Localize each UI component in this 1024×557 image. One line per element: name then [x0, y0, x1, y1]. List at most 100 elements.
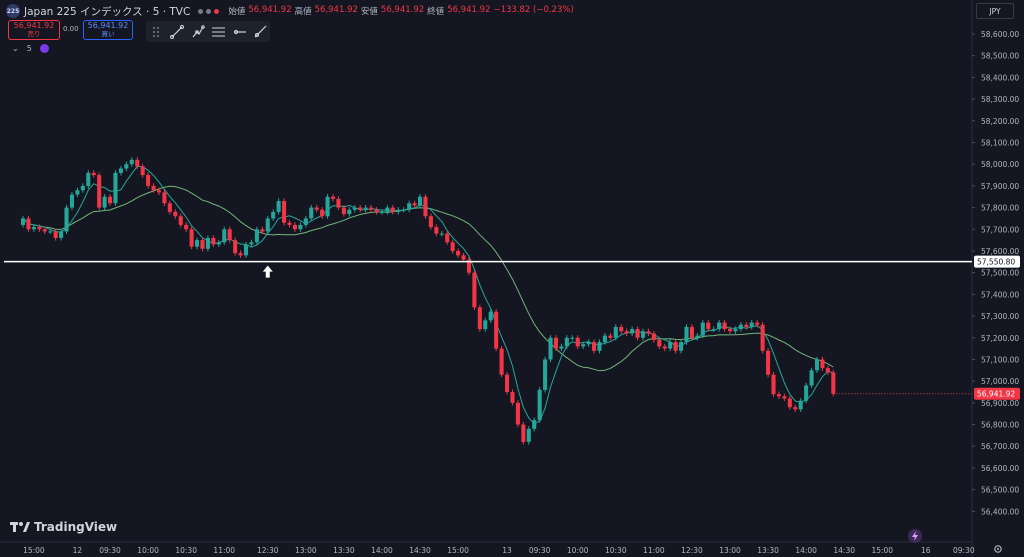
y-tick-label: 56,700.00	[981, 442, 1019, 451]
x-tick-label: 10:00	[567, 546, 589, 555]
candle-body	[749, 322, 754, 327]
y-tick-label: 57,000.00	[981, 377, 1019, 386]
candle-body	[86, 172, 91, 186]
candle-body	[80, 185, 85, 191]
candle-body	[461, 255, 466, 260]
y-tick-label: 56,900.00	[981, 399, 1019, 408]
candle-body	[167, 203, 172, 212]
horizontal-line-label: 57,550.80	[977, 258, 1015, 267]
path-icon[interactable]	[191, 24, 205, 39]
candle-body	[760, 324, 765, 351]
candle-body	[243, 244, 249, 256]
ohlc-high-label: 高値	[294, 7, 312, 17]
y-tick-label: 57,500.00	[981, 269, 1019, 278]
x-tick-label: 14:30	[833, 546, 855, 555]
x-tick-label: 09:30	[99, 546, 121, 555]
candle-body	[787, 398, 792, 408]
parallel-lines-icon[interactable]	[211, 25, 226, 39]
candle-body	[69, 194, 75, 208]
ohlc-high-value: 56,941.92	[314, 5, 358, 15]
candle-body	[776, 394, 781, 397]
candle-body	[597, 342, 602, 351]
indicator-legend: ⌄ 5	[12, 44, 49, 53]
x-tick-label: 15:00	[447, 546, 469, 555]
y-tick-label: 58,200.00	[981, 117, 1019, 126]
candle-body	[271, 211, 276, 219]
candle-body	[613, 326, 618, 338]
candle-body	[320, 209, 325, 217]
candle-body	[825, 368, 830, 373]
drag-handle-icon[interactable]	[149, 25, 163, 39]
candle-body	[347, 209, 352, 215]
y-tick-label: 57,600.00	[981, 247, 1019, 256]
candle-body	[630, 329, 635, 334]
tradingview-logo-icon	[10, 522, 30, 532]
ma-slow-line	[22, 185, 834, 372]
candle-body	[521, 424, 526, 442]
candle-body	[684, 326, 689, 343]
candle-body	[586, 342, 591, 345]
indicator-label: 5	[26, 44, 32, 53]
trend-line-icon[interactable]	[169, 24, 184, 39]
candle-body	[195, 240, 200, 247]
candle-body	[804, 385, 809, 401]
y-tick-label: 57,200.00	[981, 334, 1019, 343]
y-tick-label: 56,400.00	[981, 507, 1019, 516]
candle-body	[151, 185, 156, 191]
ohlc-open-value: 56,941.92	[248, 5, 292, 15]
gear-icon[interactable]	[993, 544, 1003, 554]
candle-body	[657, 339, 662, 347]
horizontal-ray-icon[interactable]	[232, 25, 246, 39]
candle-body	[124, 164, 129, 169]
x-tick-label: 09:30	[953, 546, 975, 555]
candle-body	[766, 350, 771, 375]
sell-button[interactable]: 56,941.92 売り	[8, 20, 60, 40]
candle-body	[407, 203, 412, 210]
candle-body	[233, 240, 238, 254]
candle-body	[532, 420, 537, 429]
candle-body	[662, 346, 667, 349]
y-tick-label: 58,400.00	[981, 73, 1019, 82]
candle-body	[369, 207, 374, 210]
candle-body	[341, 207, 346, 215]
candle-body	[477, 307, 482, 330]
symbol-title[interactable]: Japan 225 インデックス · 5 · TVC	[24, 5, 191, 18]
price-axis	[972, 0, 1024, 557]
candle-body	[91, 172, 96, 176]
candle-body	[292, 224, 297, 230]
x-tick-label: 14:00	[371, 546, 393, 555]
candle-body	[396, 209, 401, 212]
candle-body	[146, 175, 151, 186]
y-tick-label: 57,400.00	[981, 290, 1019, 299]
candle-body	[428, 216, 433, 228]
candle-body	[379, 211, 384, 213]
indicator-settings-icon[interactable]	[39, 44, 49, 53]
candle-body	[205, 237, 210, 249]
currency-selector[interactable]: JPY	[976, 3, 1014, 19]
collapse-chevron-icon[interactable]: ⌄	[12, 44, 19, 53]
lightning-icon[interactable]	[908, 529, 922, 543]
buy-button[interactable]: 56,941.92 買い	[83, 20, 133, 40]
candle-body	[559, 346, 564, 349]
x-tick-label: 13:30	[333, 546, 355, 555]
y-tick-label: 58,100.00	[981, 138, 1019, 147]
y-tick-label: 56,800.00	[981, 421, 1019, 430]
sell-label: 売り	[27, 30, 41, 38]
candle-body	[260, 229, 265, 232]
candle-body	[499, 348, 504, 375]
candle-body	[456, 250, 461, 256]
candle-body	[265, 218, 270, 232]
candle-body	[434, 227, 439, 234]
candle-body	[309, 207, 314, 219]
candle-body	[635, 329, 640, 338]
candle-body	[173, 211, 178, 217]
ray-line-icon[interactable]	[253, 25, 267, 39]
x-tick-label: 13:00	[295, 546, 317, 555]
candle-body	[184, 224, 189, 230]
candle-body	[809, 370, 814, 386]
candle-body	[59, 231, 64, 238]
candle-body	[553, 337, 559, 349]
status-dot-icon	[206, 8, 212, 14]
candle-body	[330, 196, 336, 199]
